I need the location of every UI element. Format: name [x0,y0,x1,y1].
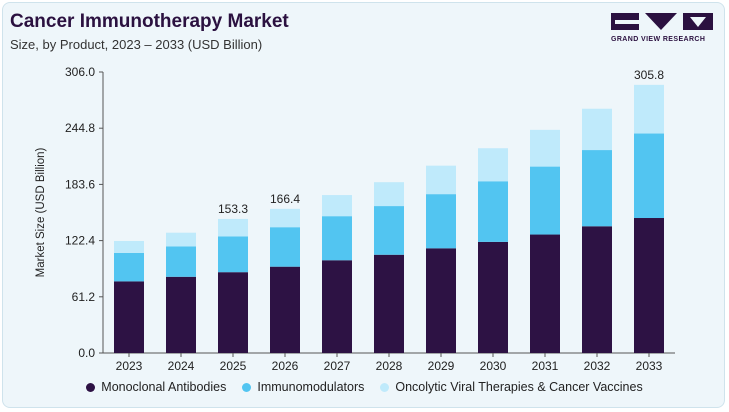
y-tick-label: 183.6 [65,177,95,191]
legend-label: Monoclonal Antibodies [101,380,227,394]
bar-segment [634,84,664,134]
x-tick-label: 2031 [532,359,559,373]
y-tick-label: 122.4 [65,234,95,248]
x-tick-label: 2029 [428,359,455,373]
bar-segment [426,165,456,195]
legend-label: Oncolytic Viral Therapies & Cancer Vacci… [395,380,643,394]
x-tick-label: 2032 [584,359,611,373]
bar-segment [582,150,612,227]
y-tick-label: 244.8 [65,121,95,135]
bar-segment [270,266,300,353]
bar-segment [218,236,248,273]
x-tick-label: 2033 [636,359,663,373]
bar-segment [374,206,404,255]
legend-item-oncolytic-viral-therapies: Oncolytic Viral Therapies & Cancer Vacci… [380,380,643,394]
x-tick-label: 2028 [376,359,403,373]
bar-segment [374,254,404,353]
bar-segment [114,281,144,353]
data-label: 166.4 [270,192,300,206]
bar-segment [478,181,508,242]
x-tick-label: 2026 [272,359,299,373]
bar-segment [478,148,508,182]
bar-segment [634,218,664,353]
bar-segment [322,195,352,217]
bar-segment [530,129,560,167]
legend: Monoclonal Antibodies Immunomodulators O… [0,380,729,394]
bar-segment [582,108,612,151]
legend-swatch [86,382,96,392]
legend-item-immunomodulators: Immunomodulators [242,380,364,394]
bar-segment [270,208,300,228]
bar-segment [114,252,144,282]
bar-segment [114,240,144,253]
bar-segment [530,166,560,235]
legend-swatch [242,382,252,392]
x-tick-label: 2024 [168,359,195,373]
bar-segment [166,232,196,247]
x-tick-label: 2030 [480,359,507,373]
x-tick-label: 2023 [116,359,143,373]
y-tick-label: 0.0 [78,346,95,360]
bar-segment [426,194,456,249]
legend-item-monoclonal-antibodies: Monoclonal Antibodies [86,380,226,394]
bar-segment [270,227,300,267]
bar-segment [166,276,196,353]
bar-segment [322,260,352,353]
chart-title: Cancer Immunotherapy Market [10,11,289,32]
bar-segment [530,234,560,353]
x-tick-label: 2025 [220,359,247,373]
y-tick-label: 306.0 [65,65,95,79]
bar-segment [166,246,196,277]
bar-segment [582,226,612,353]
grand-view-research-logo [611,13,713,30]
data-label: 153.3 [218,202,248,216]
logo-text: GRAND VIEW RESEARCH [611,36,706,43]
y-tick-label: 61.2 [72,290,96,304]
bar-segment [478,241,508,353]
bar-segment [426,248,456,353]
x-tick-label: 2027 [324,359,351,373]
data-label: 305.8 [634,68,664,82]
bar-segment [322,216,352,261]
y-axis-label: Market Size (USD Billion) [35,147,47,277]
bar-segment [374,182,404,207]
bar-segment [218,218,248,237]
legend-swatch [380,382,390,392]
chart-subtitle: Size, by Product, 2023 – 2033 (USD Billi… [10,37,263,52]
bar-segment [634,133,664,219]
bar-segment [218,272,248,353]
legend-label: Immunomodulators [257,380,365,394]
